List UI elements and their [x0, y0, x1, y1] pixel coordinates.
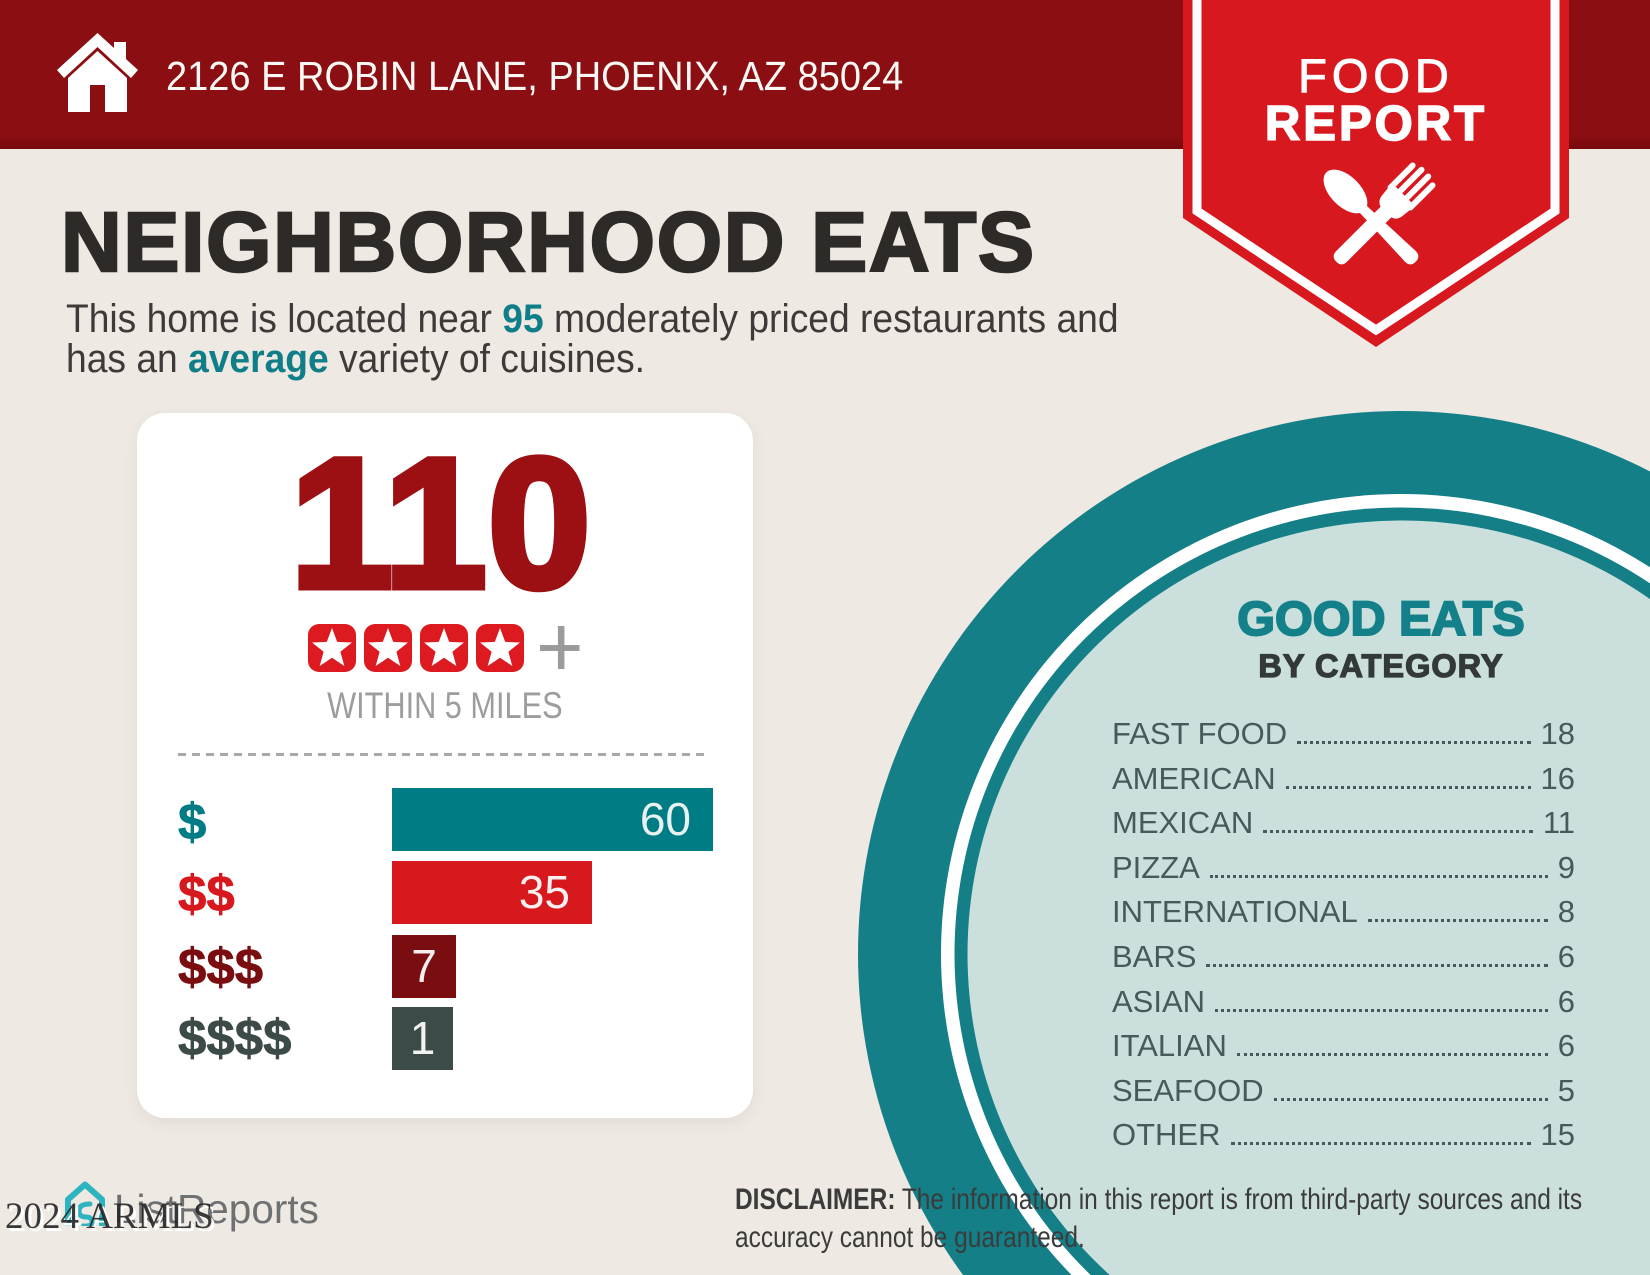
svg-text:REPORT: REPORT — [1265, 97, 1487, 151]
svg-text:FOOD: FOOD — [1298, 49, 1454, 102]
